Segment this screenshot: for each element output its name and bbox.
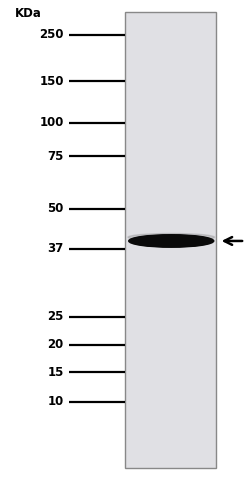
Text: 25: 25 (48, 310, 64, 324)
Text: 15: 15 (48, 366, 64, 379)
Text: KDa: KDa (15, 7, 42, 20)
Ellipse shape (129, 235, 214, 247)
Text: 250: 250 (39, 28, 64, 41)
Bar (125, 12, 216, 468)
Text: 100: 100 (40, 116, 64, 130)
Ellipse shape (135, 236, 208, 246)
Ellipse shape (128, 233, 214, 241)
Text: 75: 75 (48, 150, 64, 163)
Text: 10: 10 (48, 395, 64, 408)
Text: 150: 150 (39, 74, 64, 88)
Ellipse shape (131, 235, 212, 247)
Text: 50: 50 (48, 202, 64, 216)
Text: 20: 20 (48, 338, 64, 351)
Text: 37: 37 (48, 242, 64, 255)
